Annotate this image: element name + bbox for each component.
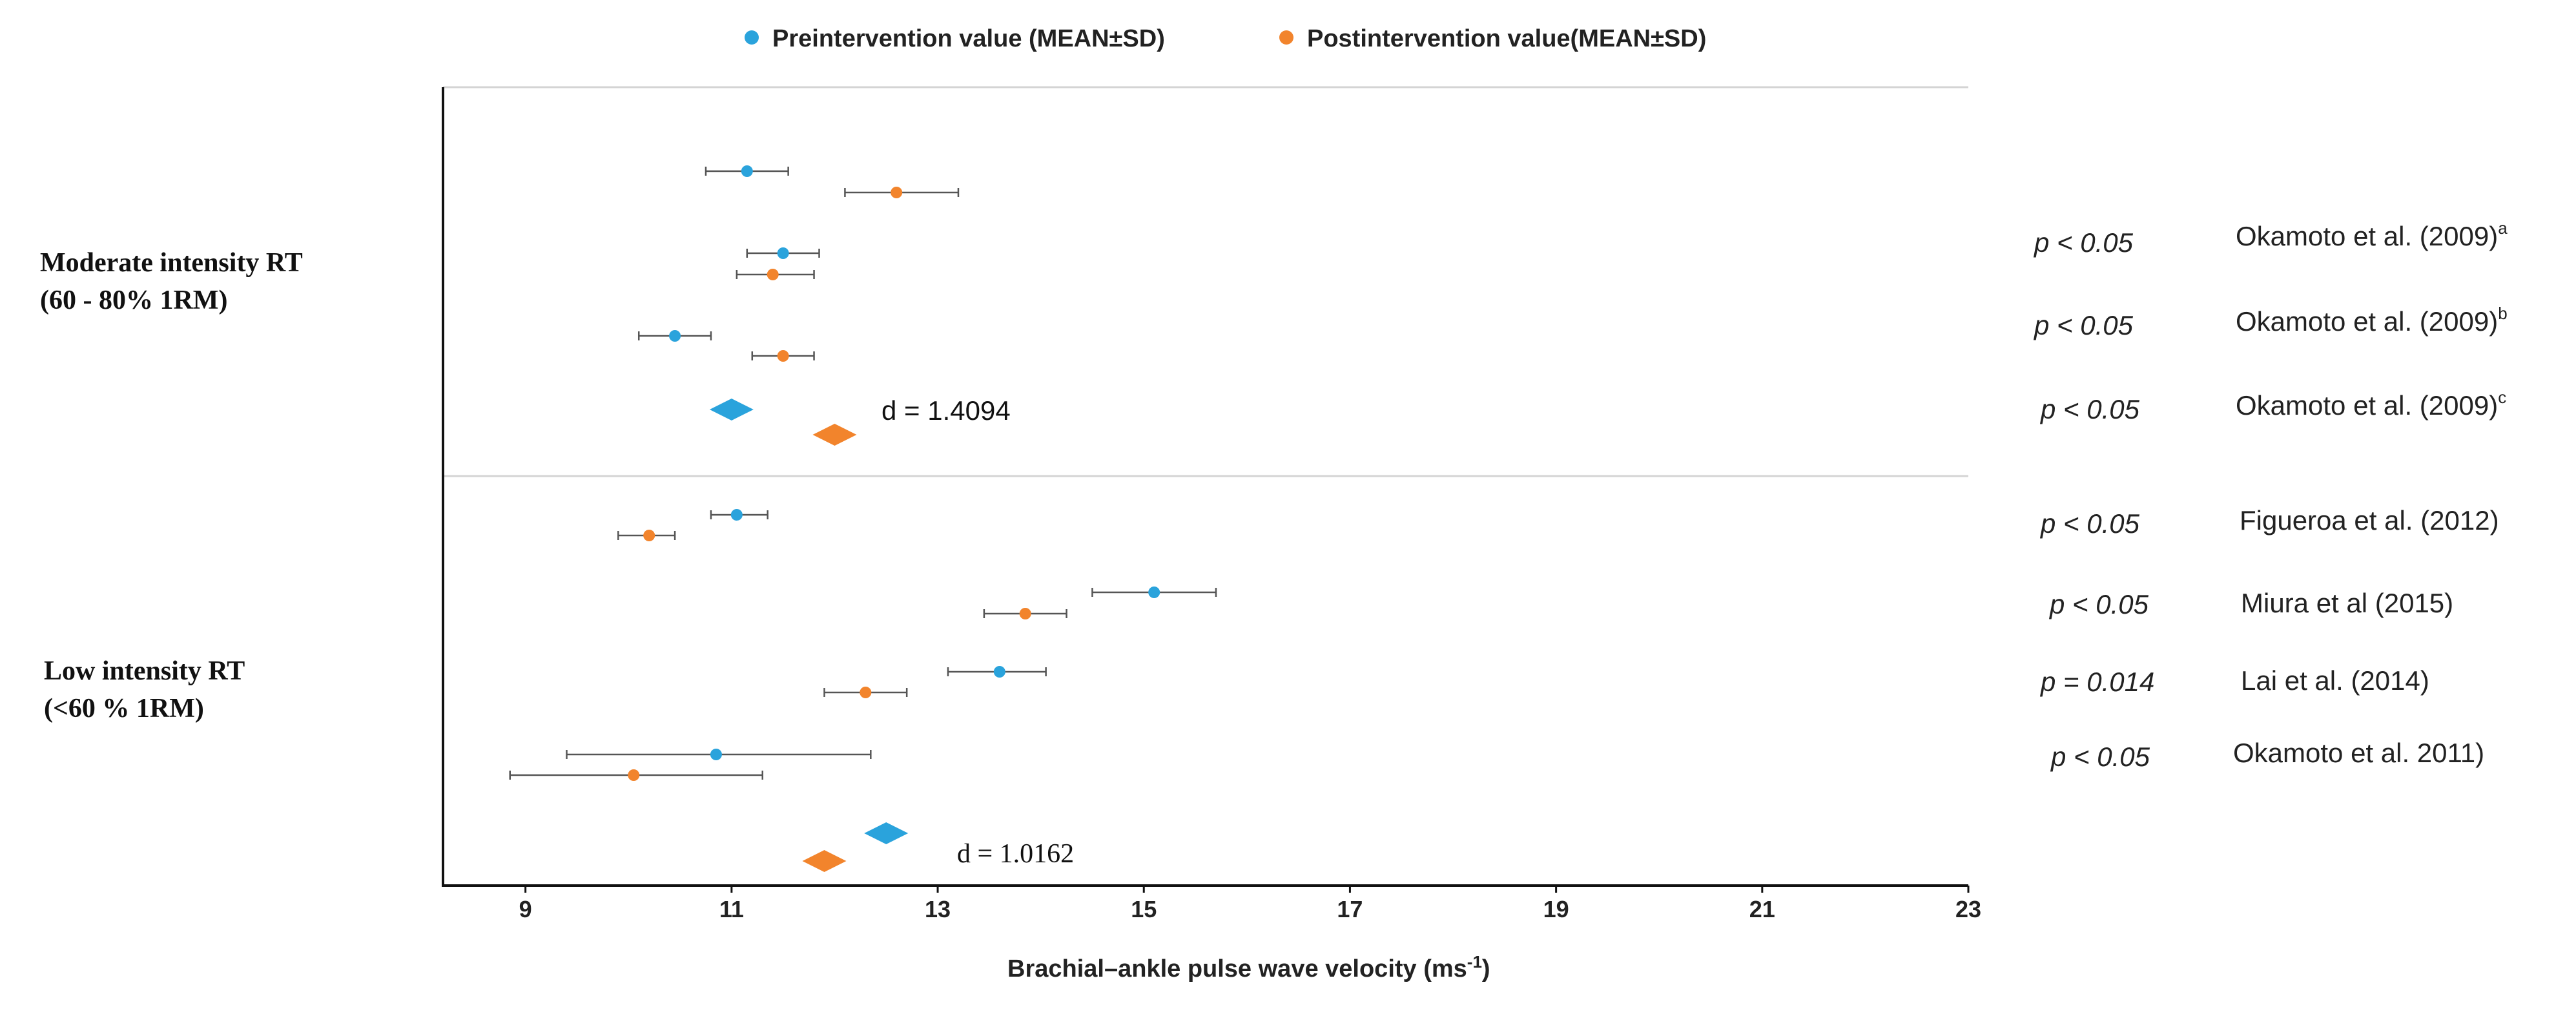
x-tick-label: 23 bbox=[1955, 896, 1981, 922]
post-point bbox=[767, 269, 779, 280]
x-tick-label: 17 bbox=[1337, 896, 1363, 922]
study-name: Okamoto et al. (2009) bbox=[2236, 306, 2498, 337]
pre-point bbox=[741, 165, 753, 177]
post-point bbox=[643, 530, 655, 541]
pre-point bbox=[669, 330, 681, 342]
pre-point bbox=[1148, 587, 1160, 598]
x-tick-label: 19 bbox=[1543, 896, 1569, 922]
post-point bbox=[860, 687, 872, 698]
x-axis-title-text: Brachial–ankle pulse wave velocity (ms bbox=[1007, 955, 1467, 982]
legend: Preintervention value (MEAN±SD) Postinte… bbox=[745, 25, 1706, 52]
p-value: p < 0.05 bbox=[2048, 589, 2149, 619]
effect-size-moderate: d = 1.4094 bbox=[881, 395, 1011, 426]
p-value: p < 0.05 bbox=[2033, 310, 2134, 340]
pre-summary-diamond bbox=[709, 399, 754, 421]
study-label: Lai et al. (2014) bbox=[2241, 665, 2429, 696]
x-axis-title-superscript: -1 bbox=[1467, 952, 1482, 971]
study-label: Miura et al (2015) bbox=[2241, 588, 2453, 618]
p-value: p < 0.05 bbox=[2033, 227, 2134, 258]
study-superscript: b bbox=[2498, 304, 2507, 323]
group-sublabel-moderate: (60 - 80% 1RM) bbox=[40, 286, 227, 315]
x-tick-label: 11 bbox=[719, 896, 744, 922]
post-summary-diamond bbox=[812, 424, 857, 446]
pre-point bbox=[993, 666, 1005, 678]
p-value: p < 0.05 bbox=[2039, 508, 2140, 539]
pre-point bbox=[710, 749, 722, 760]
data-marks bbox=[509, 165, 1217, 872]
x-axis-title-close: ) bbox=[1482, 955, 1490, 982]
legend-post-marker bbox=[1279, 30, 1293, 45]
pre-point bbox=[730, 509, 743, 521]
study-name: Okamoto et al. (2009) bbox=[2236, 390, 2498, 421]
p-value: p = 0.014 bbox=[2039, 667, 2154, 697]
study-label: Figueroa et al. (2012) bbox=[2240, 505, 2499, 535]
post-point bbox=[891, 187, 903, 198]
legend-pre-label: Preintervention value (MEAN±SD) bbox=[772, 25, 1165, 52]
effect-size-low: d = 1.0162 bbox=[957, 839, 1074, 869]
x-tick-label: 15 bbox=[1131, 896, 1157, 922]
study-superscript: a bbox=[2498, 218, 2508, 238]
group-sublabel-low: (<60 % 1RM) bbox=[44, 694, 204, 723]
annotations: p < 0.05 Okamoto et al. (2009)a p < 0.05… bbox=[2033, 218, 2508, 772]
study-name: Okamoto et al. (2009) bbox=[2236, 221, 2498, 251]
legend-post-label: Postintervention value(MEAN±SD) bbox=[1307, 25, 1706, 52]
x-tick-label: 13 bbox=[925, 896, 951, 922]
x-axis-ticks: 9 11 13 15 17 19 21 23 bbox=[519, 886, 1981, 922]
x-tick-label: 9 bbox=[519, 896, 532, 922]
post-point bbox=[777, 350, 789, 362]
study-label: Okamoto et al. 2011) bbox=[2233, 738, 2484, 768]
group-label-low: Low intensity RT bbox=[44, 656, 245, 686]
pre-point bbox=[777, 247, 789, 259]
p-value: p < 0.05 bbox=[2050, 742, 2150, 772]
study-label: Okamoto et al. (2009)b bbox=[2236, 304, 2508, 337]
study-label: Okamoto et al. (2009)c bbox=[2236, 388, 2506, 421]
post-point bbox=[628, 769, 640, 781]
legend-pre-marker bbox=[745, 30, 759, 45]
post-summary-diamond bbox=[802, 850, 847, 872]
study-label: Okamoto et al. (2009)a bbox=[2236, 218, 2508, 251]
x-tick-label: 21 bbox=[1749, 896, 1775, 922]
post-point bbox=[1019, 608, 1031, 619]
pre-summary-diamond bbox=[864, 822, 909, 844]
study-superscript: c bbox=[2498, 388, 2506, 407]
group-label-moderate: Moderate intensity RT bbox=[40, 248, 303, 278]
p-value: p < 0.05 bbox=[2039, 394, 2140, 424]
x-axis-title: Brachial–ankle pulse wave velocity (ms-1… bbox=[1007, 952, 1490, 982]
